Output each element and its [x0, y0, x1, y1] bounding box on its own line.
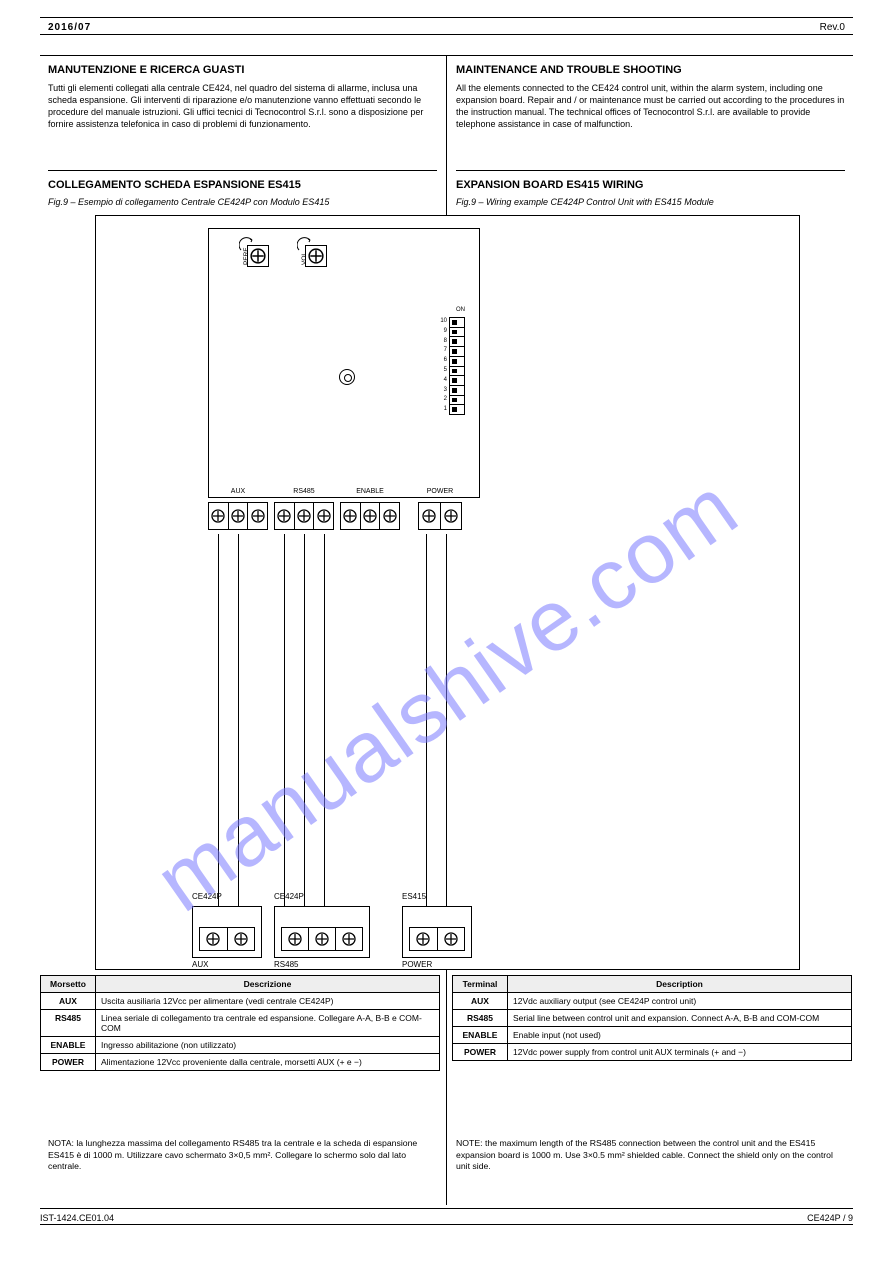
dip-num: 9 — [440, 327, 447, 337]
dip-switch — [449, 317, 465, 415]
table-row: AUXUscita ausiliaria 12Vcc per alimentar… — [41, 993, 440, 1010]
module2-sub: RS485 — [274, 960, 298, 969]
module-ce424p-rs485 — [274, 906, 370, 958]
footer-right: CE424P / 9 — [807, 1213, 853, 1223]
section-title-left: MANUTENZIONE E RICERCA GUASTI Tutti gli … — [48, 63, 438, 130]
wire — [304, 534, 305, 906]
terminal-table-it: MorsettoDescrizione AUXUscita ausiliaria… — [40, 975, 440, 1071]
module3-name: ES415 — [402, 892, 426, 901]
note-en: NOTE: the maximum length of the RS485 co… — [456, 1138, 846, 1173]
top-rule-2 — [40, 34, 853, 35]
terminals-aux — [208, 502, 268, 530]
footer-left: IST-1424.CE01.04 — [40, 1213, 114, 1223]
table-row: AUX12Vdc auxiliary output (see CE424P co… — [453, 993, 852, 1010]
dip-on-label: ON — [456, 307, 465, 313]
pot-vol-arc — [297, 237, 313, 253]
dip-num: 2 — [440, 395, 447, 405]
wiring-title-en: EXPANSION BOARD ES415 WIRING — [456, 178, 846, 193]
wire — [324, 534, 325, 906]
fig-note-en: Fig.9 – Wiring example CE424P Control Un… — [456, 196, 846, 208]
dip-num: 10 — [440, 317, 447, 327]
pot-perf-arc — [239, 237, 255, 253]
wiring-title-en-block: EXPANSION BOARD ES415 WIRING Fig.9 – Wir… — [456, 178, 846, 208]
wire — [284, 534, 285, 906]
header-rev: Rev.0 — [820, 22, 845, 33]
fig-note-it: Fig.9 – Esempio di collegamento Centrale… — [48, 196, 438, 208]
maint-body-it: Tutti gli elementi collegati alla centra… — [48, 82, 438, 131]
top-rule-1 — [40, 17, 853, 18]
label-aux: AUX — [208, 488, 268, 495]
frame-top — [40, 55, 853, 56]
dip-num: 4 — [440, 376, 447, 386]
section-title-right: MAINTENANCE AND TROUBLE SHOOTING All the… — [456, 63, 846, 130]
module2-name: CE424P — [274, 892, 304, 901]
dip-num: 5 — [440, 366, 447, 376]
label-power: POWER — [414, 488, 466, 495]
module1-sub: AUX — [192, 960, 208, 969]
terminals-power — [418, 502, 462, 530]
wire — [238, 534, 239, 906]
dip-num: 3 — [440, 386, 447, 396]
table-row: RS485Serial line between control unit an… — [453, 1010, 852, 1027]
sub-rule-left — [48, 170, 437, 171]
dip-numbers: 10 9 8 7 6 5 4 3 2 1 — [440, 317, 447, 415]
bottom-rule-2 — [40, 1224, 853, 1225]
wiring-title-it: COLLEGAMENTO SCHEDA ESPANSIONE ES415 — [48, 178, 438, 193]
page-footer: IST-1424.CE01.04 CE424P / 9 — [40, 1213, 853, 1223]
table-row: ENABLEEnable input (not used) — [453, 1027, 852, 1044]
module-es415-power — [402, 906, 472, 958]
dip-num: 8 — [440, 337, 447, 347]
terminal-table-en: TerminalDescription AUX12Vdc auxiliary o… — [452, 975, 852, 1061]
sub-rule-right — [456, 170, 845, 171]
wiring-title-it-block: COLLEGAMENTO SCHEDA ESPANSIONE ES415 Fig… — [48, 178, 438, 208]
table-row: POWERAlimentazione 12Vcc proveniente dal… — [41, 1054, 440, 1071]
module1-name: CE424P — [192, 892, 222, 901]
label-rs485: RS485 — [274, 488, 334, 495]
bottom-rule-1 — [40, 1208, 853, 1209]
wire — [426, 534, 427, 906]
th: Descrizione — [96, 976, 440, 993]
terminals-enable — [340, 502, 400, 530]
module3-sub: POWER — [402, 960, 432, 969]
maint-title-en: MAINTENANCE AND TROUBLE SHOOTING — [456, 63, 846, 78]
label-enable: ENABLE — [340, 488, 400, 495]
wire — [446, 534, 447, 906]
table-row: RS485Linea seriale di collegamento tra c… — [41, 1010, 440, 1037]
terminals-rs485 — [274, 502, 334, 530]
table-row: ENABLEIngresso abilitazione (non utilizz… — [41, 1037, 440, 1054]
th: Morsetto — [41, 976, 96, 993]
note-it: NOTA: la lunghezza massima del collegame… — [48, 1138, 438, 1173]
es415-board: PERF. VOL. ON 10 9 8 7 6 5 4 — [208, 228, 480, 534]
header-date: 2016/07 — [48, 22, 91, 33]
wiring-diagram: PERF. VOL. ON 10 9 8 7 6 5 4 — [95, 215, 800, 970]
board-outline: PERF. VOL. ON 10 9 8 7 6 5 4 — [208, 228, 480, 498]
dip-num: 6 — [440, 356, 447, 366]
module-ce424p-aux — [192, 906, 262, 958]
dip-num: 7 — [440, 346, 447, 356]
maint-body-en: All the elements connected to the CE424 … — [456, 82, 846, 131]
wire — [218, 534, 219, 906]
mounting-hole — [339, 369, 355, 385]
maint-title-it: MANUTENZIONE E RICERCA GUASTI — [48, 63, 438, 78]
dip-num: 1 — [440, 405, 447, 415]
th: Terminal — [453, 976, 508, 993]
th: Description — [508, 976, 852, 993]
table-row: POWER12Vdc power supply from control uni… — [453, 1044, 852, 1061]
